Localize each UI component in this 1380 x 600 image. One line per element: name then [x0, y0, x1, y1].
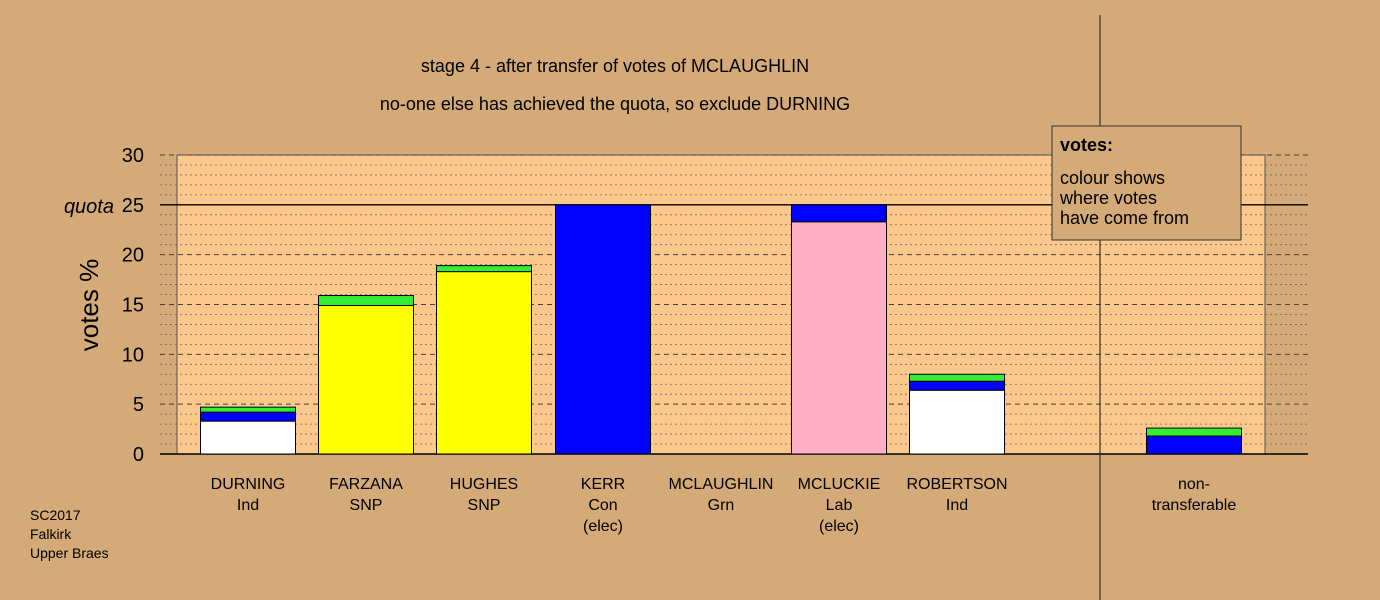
x-category-label: Ind: [946, 497, 968, 514]
legend-line: have come from: [1060, 208, 1189, 228]
y-tick-label: 25: [122, 195, 144, 217]
bar-segment: [909, 389, 1005, 455]
legend-title: votes:: [1060, 135, 1113, 155]
x-category-label: Lab: [826, 497, 853, 514]
y-tick-label: 0: [133, 444, 144, 466]
x-category-label: HUGHES: [450, 476, 518, 493]
y-tick-label: 20: [122, 245, 144, 267]
quota-label: quota: [64, 196, 114, 218]
bar-segment: [909, 373, 1005, 382]
x-category-label: SNP: [468, 497, 501, 514]
chart-subtitle: no-one else has achieved the quota, so e…: [380, 94, 850, 114]
x-category-label: Grn: [708, 497, 735, 514]
x-category-label: FARZANA: [329, 476, 403, 493]
bar-segment: [791, 221, 887, 455]
x-category-label: Ind: [237, 497, 259, 514]
x-category-label: SNP: [350, 497, 383, 514]
x-category-label: Con: [588, 497, 617, 514]
legend-line: where votes: [1059, 188, 1157, 208]
bar-segment: [318, 304, 414, 455]
x-category-label: (elec): [583, 518, 623, 535]
y-tick-label: 5: [133, 394, 144, 416]
x-category-label: non-: [1178, 476, 1210, 493]
y-tick-label: 15: [122, 295, 144, 317]
bar-segment: [200, 420, 296, 455]
x-category-label: MCLAUGHLIN: [669, 476, 774, 493]
bar-segment: [200, 406, 296, 413]
footer-line: Upper Braes: [30, 545, 109, 561]
bar-segment: [555, 204, 651, 455]
bar-segment: [200, 411, 296, 422]
bar-segment: [909, 380, 1005, 391]
x-category-label: transferable: [1152, 497, 1237, 514]
legend-box: votes: colour shows where votes have com…: [1051, 125, 1242, 241]
bar-segment: [436, 271, 532, 455]
bar-segment: [1146, 427, 1242, 437]
chart-title: stage 4 - after transfer of votes of MCL…: [421, 56, 809, 76]
x-category-label: KERR: [581, 476, 625, 493]
bar-segment: [1146, 435, 1242, 455]
footer-label: SC2017 Falkirk Upper Braes: [30, 507, 109, 561]
legend-line: colour shows: [1060, 168, 1165, 188]
y-axis-label: votes %: [74, 259, 104, 352]
x-category-label: DURNING: [211, 476, 286, 493]
footer-line: Falkirk: [30, 526, 72, 542]
x-category-label: (elec): [819, 518, 859, 535]
bar-segment: [318, 295, 414, 306]
y-tick-label: 30: [122, 145, 144, 167]
x-category-label: ROBERTSON: [906, 476, 1007, 493]
footer-line: SC2017: [30, 507, 81, 523]
bar-segment: [791, 204, 887, 223]
x-category-label: MCLUCKIE: [798, 476, 881, 493]
y-tick-label: 10: [122, 344, 144, 366]
bar-segment: [436, 265, 532, 273]
